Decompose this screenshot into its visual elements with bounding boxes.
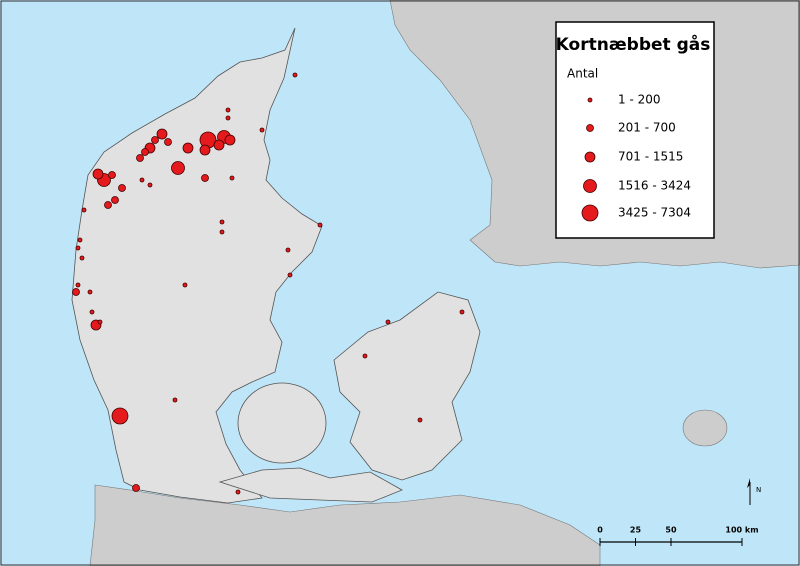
- observation-dot: [259, 127, 265, 133]
- observation-dot: [89, 309, 95, 315]
- observation-dot: [362, 353, 368, 359]
- observation-dot: [459, 309, 465, 315]
- legend-symbol: [584, 151, 596, 163]
- observation-dot: [118, 184, 126, 192]
- legend-heading: Antal: [567, 67, 598, 81]
- observation-dot: [156, 128, 168, 140]
- observation-dot: [182, 282, 188, 288]
- legend-label: 1516 - 3424: [618, 179, 691, 193]
- observation-dot: [219, 229, 225, 235]
- scale-bar: 0 25 50 100 km: [597, 526, 759, 546]
- observation-dot: [213, 139, 225, 151]
- legend-items: 1 - 200 201 - 700 701 - 1515 1516 - 3424 342…: [581, 93, 691, 222]
- germany: [89, 484, 601, 566]
- observation-dot: [92, 168, 104, 180]
- observation-dot: [229, 175, 235, 181]
- observation-dot: [164, 138, 172, 146]
- observation-dot: [87, 289, 93, 295]
- north-label: N: [756, 486, 761, 494]
- legend-label: 201 - 700: [618, 121, 676, 135]
- observation-dot: [141, 148, 149, 156]
- observation-dot: [111, 196, 119, 204]
- observation-dot: [199, 144, 211, 156]
- north-arrow-head: [747, 478, 750, 488]
- observation-dot: [77, 237, 83, 243]
- legend-symbol: [586, 124, 594, 132]
- scale-label: 50: [665, 526, 677, 535]
- observation-dot: [75, 245, 81, 251]
- observation-dot: [75, 282, 81, 288]
- observation-dot: [108, 171, 116, 179]
- scale-label: 0: [597, 526, 603, 535]
- legend-label: 1 - 200: [618, 93, 661, 107]
- observation-dot: [219, 219, 225, 225]
- observation-dot: [139, 177, 145, 183]
- zealand: [333, 291, 481, 481]
- observation-dot: [317, 222, 323, 228]
- legend-symbol: [581, 204, 599, 222]
- observation-dot: [147, 182, 153, 188]
- observation-dot: [225, 107, 231, 113]
- observation-dot: [385, 319, 391, 325]
- observation-dot: [225, 115, 231, 121]
- bornholm: [682, 409, 728, 447]
- observation-dot: [79, 255, 85, 261]
- observation-dot: [285, 247, 291, 253]
- observation-dot: [292, 72, 298, 78]
- scale-label: 100 km: [725, 526, 758, 535]
- scale-label: 25: [630, 526, 642, 535]
- legend-title: Kortnæbbet gås: [556, 33, 711, 55]
- observations: [72, 72, 465, 495]
- observation-dot: [417, 417, 423, 423]
- observation-dot: [201, 174, 209, 182]
- observation-dot: [104, 201, 112, 209]
- legend-symbol: [583, 179, 597, 193]
- observation-dot: [136, 154, 144, 162]
- legend-box: [555, 21, 715, 239]
- funen: [237, 382, 327, 464]
- observation-dot: [182, 142, 194, 154]
- observation-dot: [287, 272, 293, 278]
- legend-label: 701 - 1515: [618, 150, 683, 164]
- observation-dot: [151, 136, 159, 144]
- observation-dot: [72, 288, 80, 296]
- jutland: [71, 27, 323, 504]
- observation-dot: [235, 489, 241, 495]
- observation-dot: [132, 484, 140, 492]
- observation-dot: [172, 397, 178, 403]
- observation-dot: [224, 134, 236, 146]
- legend-symbol: [587, 97, 593, 103]
- observation-dot: [81, 207, 87, 213]
- observation-dot: [171, 161, 185, 175]
- observation-dot: [97, 319, 103, 325]
- lolland-falster: [218, 467, 403, 503]
- observation-dot: [111, 407, 129, 425]
- legend-label: 3425 - 7304: [618, 206, 691, 220]
